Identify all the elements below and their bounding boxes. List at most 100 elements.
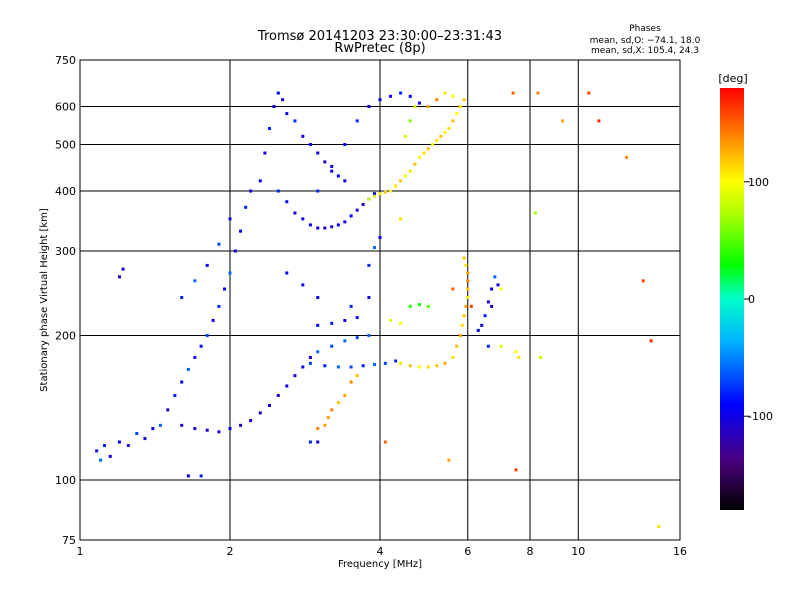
data-point (217, 242, 221, 246)
data-point (301, 217, 305, 221)
colorbar-tick-label: 0 (748, 293, 755, 306)
data-point (408, 364, 412, 368)
data-point (117, 440, 121, 444)
data-point (373, 192, 377, 196)
data-point (217, 430, 221, 434)
data-point (263, 151, 267, 155)
data-point (330, 344, 334, 348)
data-point (239, 229, 243, 233)
data-point (641, 279, 645, 283)
data-point (464, 263, 468, 267)
data-point (330, 169, 334, 173)
data-point (205, 334, 209, 338)
data-point (443, 130, 447, 134)
data-point (267, 403, 271, 407)
data-point (426, 105, 430, 109)
data-point (343, 220, 347, 224)
data-point (166, 408, 170, 412)
data-point (373, 194, 377, 198)
data-point (117, 275, 121, 279)
x-tick-label: 2 (227, 545, 234, 558)
data-point (361, 364, 365, 368)
data-point (276, 189, 280, 193)
data-point (426, 365, 430, 369)
data-point (316, 323, 320, 327)
data-point (517, 355, 521, 359)
data-point (399, 217, 403, 221)
data-point (316, 350, 320, 354)
data-point (293, 211, 297, 215)
data-point (399, 361, 403, 365)
data-point (383, 440, 387, 444)
y-tick-label: 75 (62, 534, 76, 547)
data-point (343, 394, 347, 398)
data-point (389, 318, 393, 322)
data-point (330, 225, 334, 229)
data-point (536, 91, 540, 95)
data-point (367, 105, 371, 109)
data-point (443, 361, 447, 365)
data-point (316, 440, 320, 444)
data-point (383, 190, 387, 194)
data-point (490, 304, 494, 308)
data-point (399, 321, 403, 325)
data-point (316, 427, 320, 431)
legend-line-o: mean, sd,O: −74.1, 18.0 (590, 36, 701, 46)
data-point (285, 271, 289, 275)
data-point (458, 105, 462, 109)
data-point (408, 119, 412, 123)
data-point (394, 359, 398, 363)
data-point (330, 321, 334, 325)
data-point (228, 427, 232, 431)
data-point (249, 419, 253, 423)
data-point (480, 323, 484, 327)
data-point (367, 263, 371, 267)
data-point (126, 444, 130, 448)
data-point (343, 339, 347, 343)
data-point (490, 287, 494, 291)
data-point (469, 304, 473, 308)
data-point (435, 98, 439, 102)
data-point (417, 365, 421, 369)
data-point (193, 427, 197, 431)
data-point (199, 344, 203, 348)
data-point (285, 112, 289, 116)
data-point (464, 304, 468, 308)
data-point (539, 355, 543, 359)
data-point (367, 296, 371, 300)
data-point (258, 179, 262, 183)
data-point (308, 361, 312, 365)
data-point (323, 160, 327, 164)
data-point (426, 304, 430, 308)
legend-line-x: mean, sd,X: 105.4, 24.3 (591, 46, 699, 56)
data-point (293, 119, 297, 123)
data-points (95, 91, 661, 529)
data-point (367, 334, 371, 338)
data-point (455, 344, 459, 348)
data-point (205, 428, 209, 432)
data-point (389, 189, 393, 193)
x-tick-label: 4 (377, 545, 384, 558)
data-point (285, 200, 289, 204)
data-point (316, 296, 320, 300)
data-point (180, 296, 184, 300)
data-point (426, 147, 430, 151)
data-point (336, 401, 340, 405)
data-point (499, 287, 503, 291)
data-point (330, 408, 334, 412)
y-tick-label: 750 (55, 54, 76, 67)
data-point (399, 179, 403, 183)
legend-title: Phases (629, 24, 661, 34)
data-point (308, 223, 312, 227)
data-point (466, 279, 470, 283)
data-point (336, 174, 340, 178)
data-point (394, 184, 398, 188)
data-point (466, 296, 470, 300)
data-point (281, 98, 285, 102)
data-point (447, 126, 451, 130)
data-point (301, 283, 305, 287)
data-point (233, 249, 237, 253)
data-point (316, 189, 320, 193)
data-point (462, 98, 466, 102)
data-point (483, 314, 487, 318)
